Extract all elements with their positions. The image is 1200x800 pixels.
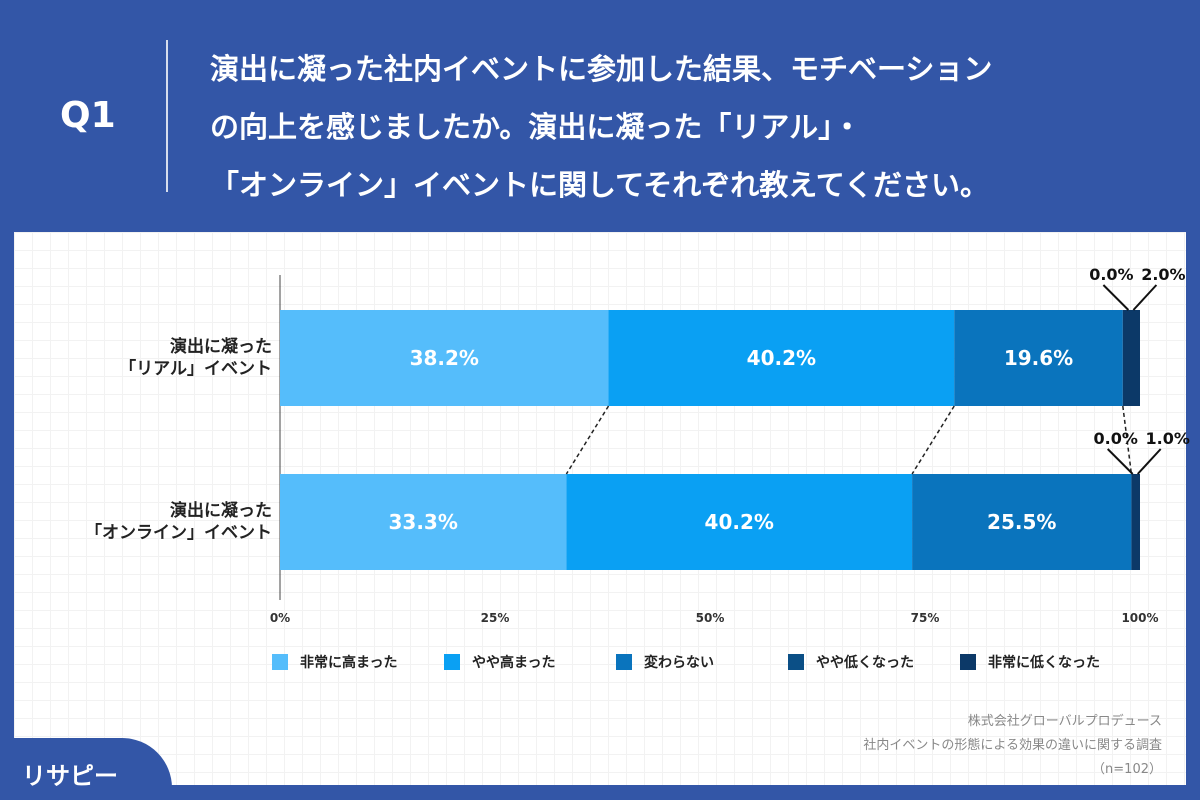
data-label: 0.0% xyxy=(1089,265,1133,284)
logo-text: リサピー xyxy=(22,762,118,790)
data-label: 40.2% xyxy=(705,510,774,534)
divider xyxy=(166,40,168,192)
x-tick-label: 25% xyxy=(481,611,510,625)
x-tick-label: 0% xyxy=(270,611,290,625)
category-label-online: 演出に凝った 「オンライン」イベント xyxy=(85,501,272,543)
leader-line xyxy=(1106,448,1134,475)
data-label: 0.0% xyxy=(1094,429,1138,448)
bar-segment xyxy=(1131,474,1140,570)
legend-swatch xyxy=(960,654,976,670)
leader-line xyxy=(1102,284,1130,311)
legend-label: やや高まった xyxy=(472,655,556,671)
data-label: 1.0% xyxy=(1146,429,1190,448)
connector-line xyxy=(911,405,955,475)
legend-swatch xyxy=(616,654,632,670)
legend-item: 変わらない xyxy=(616,652,788,672)
bar-segment xyxy=(1122,310,1140,406)
source-survey: 社内イベントの形態による効果の違いに関する調査 xyxy=(863,738,1162,753)
x-tick-label: 50% xyxy=(696,611,725,625)
legend: 非常に高まった やや高まった 変わらない やや低くなった 非常に低くなった xyxy=(272,652,1132,672)
legend-item: 非常に高まった xyxy=(272,652,444,672)
data-label: 25.5% xyxy=(987,510,1056,534)
x-tick-label: 75% xyxy=(911,611,940,625)
x-tick-label: 100% xyxy=(1121,611,1158,625)
bar-segment xyxy=(566,474,913,570)
data-label: 2.0% xyxy=(1141,265,1185,284)
legend-label: 変わらない xyxy=(644,655,714,671)
sample-size: （n=102） xyxy=(1092,762,1162,777)
data-label: 19.6% xyxy=(1004,346,1073,370)
legend-label: やや低くなった xyxy=(816,655,914,671)
legend-swatch xyxy=(272,654,288,670)
legend-item: やや高まった xyxy=(444,652,616,672)
bar-segment xyxy=(912,474,1132,570)
legend-swatch xyxy=(788,654,804,670)
bar-segment xyxy=(954,310,1123,406)
bar-segment xyxy=(280,474,567,570)
data-label: 33.3% xyxy=(388,510,457,534)
logo: リサピー xyxy=(0,738,172,800)
source-company: 株式会社グローバルプロデュース xyxy=(967,714,1162,729)
data-label: 38.2% xyxy=(410,346,479,370)
bar-segment xyxy=(280,310,609,406)
question-title: 演出に凝った社内イベントに参加した結果、モチベーション の向上を感じましたか。演… xyxy=(210,52,993,202)
data-label: 40.2% xyxy=(747,346,816,370)
legend-label: 非常に低くなった xyxy=(988,655,1100,671)
legend-item: やや低くなった xyxy=(788,652,960,672)
legend-swatch xyxy=(444,654,460,670)
connector-line xyxy=(565,405,610,475)
leader-line xyxy=(1132,284,1158,311)
source-note: 株式会社グローバルプロデュース 社内イベントの形態による効果の違いに関する調査 … xyxy=(863,710,1162,782)
question-number: Q1 xyxy=(60,95,116,136)
leader-line xyxy=(1136,448,1162,475)
connector-line xyxy=(1122,405,1133,475)
bar-segment xyxy=(608,310,955,406)
legend-label: 非常に高まった xyxy=(300,655,398,671)
legend-item: 非常に低くなった xyxy=(960,652,1132,672)
category-label-real: 演出に凝った 「リアル」イベント xyxy=(119,337,272,379)
